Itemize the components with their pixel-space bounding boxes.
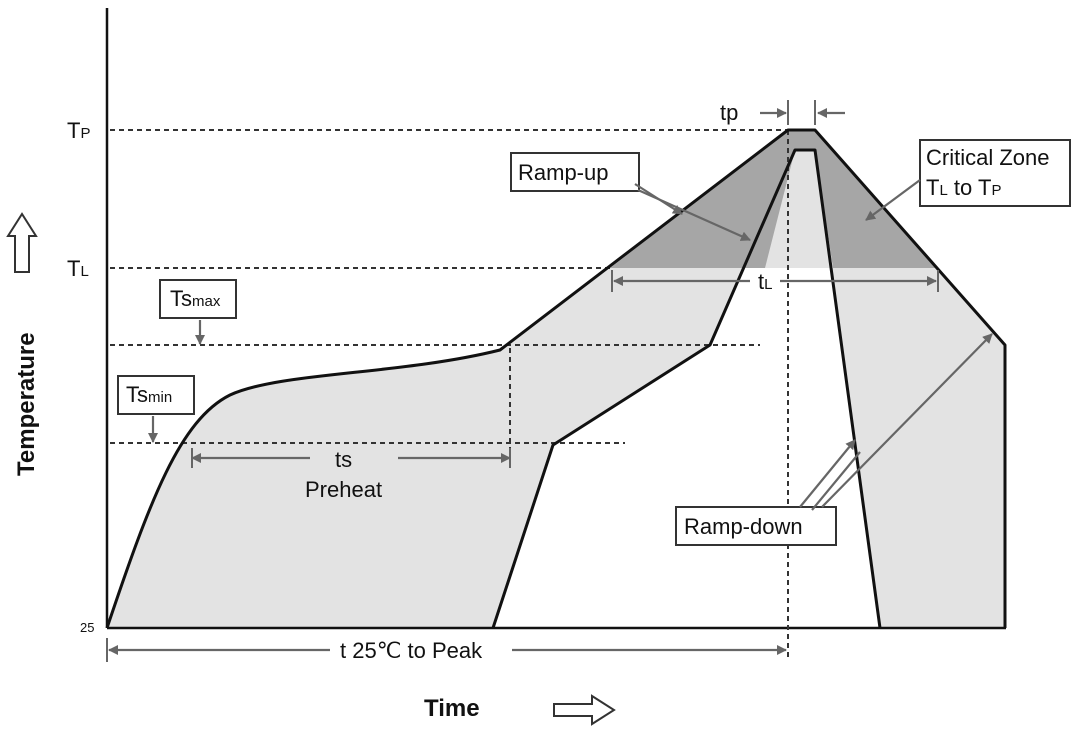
ts-max-box [159, 279, 237, 319]
lower-profile-curve [491, 148, 882, 629]
ramp-up-pointer-2 [637, 188, 751, 242]
ramp-down-label: Ramp-down [684, 514, 803, 539]
tp-axis-label: TP [67, 118, 90, 143]
tl-time-label: tL [758, 269, 772, 294]
svg-text:Temperature: Temperature [13, 332, 40, 476]
tp-time-label: tp [720, 100, 738, 125]
ramp-down-pointer-1b [811, 451, 861, 511]
temperature-axis-title: Temperature [13, 332, 40, 476]
ts-min-box [117, 375, 195, 415]
time-axis-title: Time [424, 695, 480, 722]
ts-label: ts [335, 447, 352, 472]
ramp-down-box [675, 506, 837, 546]
y-origin-label: 25 [80, 620, 94, 635]
ts-min-label: Tsmin [126, 382, 172, 407]
lower-profile-fill [107, 150, 1005, 628]
up-arrow-icon [6, 212, 38, 273]
ramp-down-pointer-1 [799, 439, 856, 508]
tl-axis-label: TL [67, 256, 89, 281]
upper-profile-curve [105, 128, 1007, 629]
ts-max-label: Tsmax [170, 286, 221, 311]
preheat-label: Preheat [305, 477, 382, 502]
critical-zone-line1: Critical Zone [926, 145, 1049, 170]
right-arrow-icon [553, 694, 616, 726]
t25-to-peak-label: t 25℃ to Peak [340, 638, 483, 663]
ramp-down-pointer-2 [821, 333, 993, 508]
ramp-up-label: Ramp-up [518, 160, 608, 185]
critical-zone-pointer [865, 179, 921, 221]
ramp-up-box [510, 152, 640, 192]
critical-zone-line2: TL to TP [926, 175, 1001, 200]
critical-zone-box [919, 139, 1071, 207]
